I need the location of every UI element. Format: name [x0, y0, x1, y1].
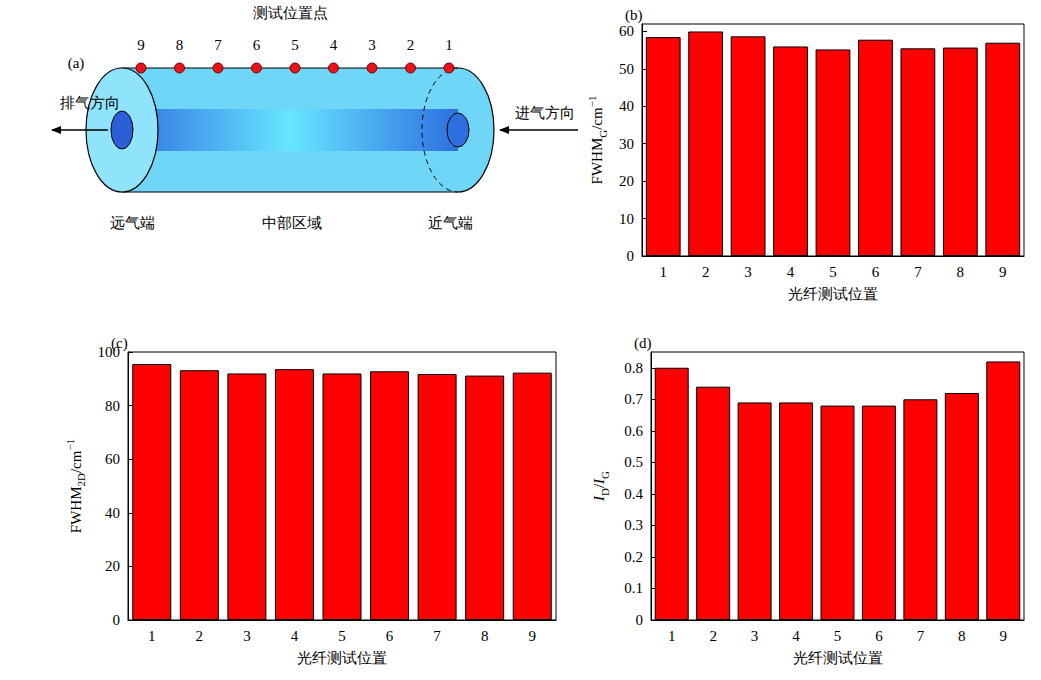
svg-text:2: 2	[407, 37, 415, 53]
svg-text:4: 4	[330, 37, 338, 53]
svg-text:4: 4	[291, 628, 299, 644]
svg-text:0.5: 0.5	[624, 454, 643, 470]
svg-text:排气方向: 排气方向	[60, 95, 120, 111]
svg-text:20: 20	[619, 173, 634, 189]
svg-text:D: D	[599, 488, 611, 496]
svg-text:10: 10	[619, 211, 634, 227]
svg-text:测试位置点: 测试位置点	[253, 5, 328, 21]
svg-text:近气端: 近气端	[428, 215, 473, 231]
svg-text:20: 20	[105, 558, 120, 574]
svg-text:远气端: 远气端	[110, 215, 155, 231]
svg-text:1: 1	[659, 264, 667, 280]
svg-text:I: I	[591, 496, 607, 501]
svg-text:7: 7	[917, 628, 925, 644]
svg-text:FWHM: FWHM	[589, 138, 605, 185]
svg-text:/cm: /cm	[68, 450, 84, 473]
svg-text:0.7: 0.7	[624, 391, 643, 407]
svg-text:0.1: 0.1	[624, 580, 643, 596]
svg-text:(b): (b)	[625, 7, 643, 24]
svg-text:2: 2	[702, 264, 710, 280]
svg-text:100: 100	[97, 344, 120, 360]
svg-text:7: 7	[214, 37, 222, 53]
svg-text:光纤测试位置: 光纤测试位置	[793, 650, 883, 666]
svg-text:−1: −1	[64, 439, 76, 451]
svg-text:3: 3	[368, 37, 376, 53]
svg-text:9: 9	[999, 264, 1007, 280]
svg-text:5: 5	[291, 37, 299, 53]
svg-text:0.6: 0.6	[624, 423, 643, 439]
svg-text:4: 4	[792, 628, 800, 644]
svg-text:9: 9	[528, 628, 536, 644]
svg-text:8: 8	[176, 37, 184, 53]
svg-text:进气方向: 进气方向	[515, 105, 575, 121]
svg-text:80: 80	[105, 398, 120, 414]
svg-text:1: 1	[668, 628, 676, 644]
svg-text:0.4: 0.4	[624, 486, 643, 502]
svg-text:1: 1	[148, 628, 156, 644]
svg-text:8: 8	[481, 628, 489, 644]
svg-text:50: 50	[619, 61, 634, 77]
svg-text:7: 7	[433, 628, 441, 644]
svg-text:6: 6	[386, 628, 394, 644]
svg-text:FWHM: FWHM	[68, 486, 84, 533]
svg-text:6: 6	[253, 37, 261, 53]
svg-text:9: 9	[1000, 628, 1008, 644]
svg-text:1: 1	[445, 37, 453, 53]
svg-text:−1: −1	[586, 96, 598, 108]
svg-text:6: 6	[872, 264, 880, 280]
svg-text:/cm: /cm	[589, 107, 605, 130]
svg-text:40: 40	[619, 98, 634, 114]
svg-text:40: 40	[105, 505, 120, 521]
svg-text:7: 7	[914, 264, 922, 280]
svg-text:(d): (d)	[634, 335, 652, 352]
svg-text:0: 0	[636, 612, 644, 628]
svg-text:0.8: 0.8	[624, 360, 643, 376]
svg-text:8: 8	[958, 628, 966, 644]
svg-text:60: 60	[105, 451, 120, 467]
svg-text:2: 2	[709, 628, 717, 644]
svg-text:光纤测试位置: 光纤测试位置	[788, 286, 878, 302]
svg-text:G: G	[599, 471, 611, 479]
svg-text:0: 0	[113, 612, 121, 628]
svg-text:I: I	[591, 478, 607, 484]
svg-text:中部区域: 中部区域	[262, 215, 322, 231]
svg-text:0.2: 0.2	[624, 549, 643, 565]
svg-text:(a): (a)	[68, 55, 85, 72]
svg-text:6: 6	[875, 628, 883, 644]
svg-text:5: 5	[829, 264, 837, 280]
svg-text:G: G	[597, 130, 609, 138]
svg-text:3: 3	[243, 628, 251, 644]
svg-text:5: 5	[834, 628, 842, 644]
svg-text:5: 5	[338, 628, 346, 644]
svg-text:60: 60	[619, 23, 634, 39]
svg-text:2D: 2D	[75, 473, 87, 487]
svg-text:0: 0	[627, 248, 635, 264]
svg-text:2: 2	[196, 628, 204, 644]
svg-text:3: 3	[744, 264, 752, 280]
svg-text:3: 3	[751, 628, 759, 644]
svg-text:光纤测试位置: 光纤测试位置	[297, 650, 387, 666]
svg-text:9: 9	[137, 37, 145, 53]
svg-text:(c): (c)	[111, 335, 128, 352]
svg-text:30: 30	[619, 136, 634, 152]
svg-text:8: 8	[957, 264, 965, 280]
svg-text:4: 4	[787, 264, 795, 280]
svg-text:0.3: 0.3	[624, 517, 643, 533]
